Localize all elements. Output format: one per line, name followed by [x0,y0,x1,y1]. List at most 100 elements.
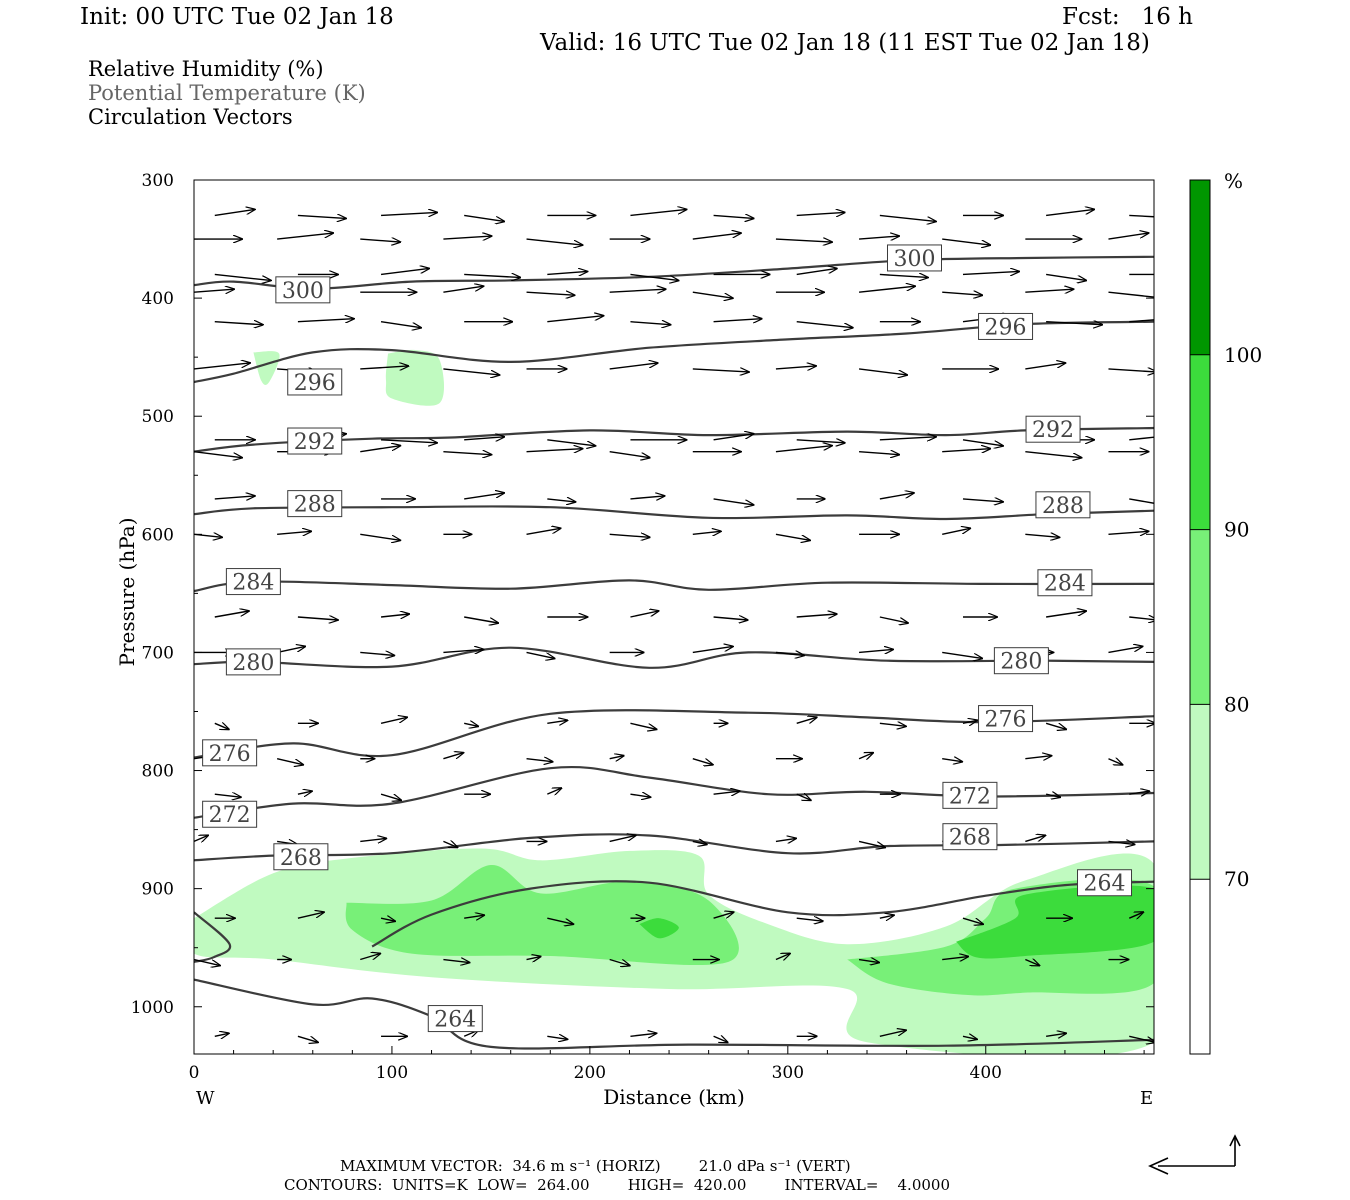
circulation-vector [879,437,936,440]
circulation-vector [360,239,400,242]
circulation-vector [692,291,733,298]
isentrope-label-box [1025,415,1081,443]
circulation-vector [297,912,324,919]
circulation-vector [380,717,407,724]
isentrope-label: 268 [949,826,991,851]
circulation-vector [609,363,658,370]
circulation-vector [526,238,583,245]
isentrope-label-box [993,647,1049,675]
circulation-vector [547,499,575,502]
isentrope-264 [194,911,232,963]
circulation-vector [297,1035,318,1042]
footer-contours: CONTOURS: UNITS=K LOW= 264.00 HIGH= 420.… [284,1176,950,1194]
isentrope-label: 264 [434,1008,476,1033]
y-tick-label: 1000 [131,998,174,1018]
circulation-vector [443,841,457,847]
circulation-vector [277,233,333,240]
y-tick-label: 300 [142,171,174,191]
reference-vector-icon [1148,1134,1241,1175]
circulation-vector [1025,450,1081,458]
x-axis-label: Distance (km) [603,1085,745,1109]
circulation-vector [526,957,541,960]
circulation-vector [859,649,893,652]
circulation-vector [443,236,491,239]
isentrope-label: 292 [294,430,336,455]
circulation-vector [692,531,721,534]
circulation-vector [1025,835,1045,843]
circulation-vector [942,528,970,536]
circulation-vector [276,758,303,765]
circulation-vector [214,611,249,618]
circulation-vector [380,793,401,800]
circulation-vector [464,493,504,500]
axes: 300 400 500 600 700 800 900 1000 0 100 200 300 400 W E… [115,171,1154,1109]
circulation-vector [1129,1035,1154,1042]
circulation-vector [713,215,754,218]
isentrope-264 [371,880,1154,948]
isentrope-label-box [275,276,331,304]
y-axis-label: Pressure (hPa) [115,518,139,667]
circulation-vector [547,1036,567,1039]
circulation-vector [464,437,504,440]
circulation-vector [526,528,561,536]
circulation-vector [297,791,312,794]
circulation-vector [796,268,837,276]
isentrope-label: 288 [1042,494,1084,519]
circulation-vector [1129,214,1154,218]
forecast-hour: Fcst: 16 h [1062,4,1193,30]
circulation-vector [1108,369,1154,372]
isentrope-label: 288 [294,493,336,518]
circulation-vector [1153,918,1154,919]
circulation-vector [1046,322,1102,325]
circulation-vector [692,646,733,654]
circulation-vector [547,271,587,274]
circulation-vector [609,835,636,843]
circulation-vector [1046,1033,1066,1036]
circulation-vector [194,958,220,966]
colorbar-label: 90 [1224,518,1249,542]
circulation-vector [713,912,734,919]
circulation-vector [1153,958,1154,960]
colorbar-band [1190,529,1210,705]
isentrope-label-box [978,312,1034,340]
circulation-vector [713,434,754,441]
isentrope-label-box [1037,569,1093,597]
circulation-vector [775,838,796,841]
circulation-vector [962,271,1019,274]
circulation-vector [630,322,670,325]
circulation-vector [1153,794,1154,795]
colorbar-band [1190,704,1210,880]
circulation-vector [796,321,853,328]
circulation-vector [547,439,595,446]
circulation-vector [526,292,575,295]
circulation-vector [381,212,437,215]
circulation-vector [194,363,250,370]
circulation-vector [942,449,990,452]
circulation-vector [1128,912,1143,918]
init-time: Init: 00 UTC Tue 02 Jan 18 [80,4,394,30]
circulation-vector [380,614,409,617]
circulation-vector [360,366,408,369]
isentrope-label-box [886,244,942,272]
isentrope-label-box [942,781,998,809]
circulation-vector [859,452,899,455]
isentrope-label: 280 [232,651,274,676]
circulation-vector [1153,439,1154,441]
circulation-vector [692,758,713,765]
circulation-vector [879,915,894,918]
isentrope-label-box [225,568,281,596]
circulation-vector [879,723,906,726]
isentrope-label-box [202,800,258,828]
circulation-vector [942,651,982,658]
circulation-vector [214,496,255,499]
circulation-vector [630,496,664,499]
circulation-vector [630,1033,656,1036]
isentrope-label: 268 [280,846,322,871]
circulation-vector [1108,759,1122,765]
y-tick-label: 800 [142,762,174,782]
circulation-vector [194,450,242,458]
circulation-vector [526,759,553,762]
circulation-vector [1108,531,1148,534]
circulation-vector [214,273,271,280]
isentrope-label: 272 [949,784,991,809]
